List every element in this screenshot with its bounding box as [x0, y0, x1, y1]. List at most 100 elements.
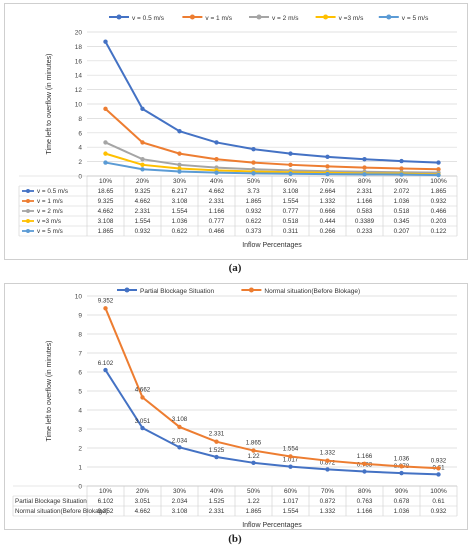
data-point-3-1 [140, 162, 145, 168]
table-cell-1-1: 4.662 [135, 198, 151, 205]
table-cell-0-9: 0.61 [432, 498, 445, 505]
x-tick-label-1: 20% [136, 488, 149, 495]
data-label-1-6: 1.332 [320, 450, 336, 457]
x-tick-label-6: 70% [321, 178, 334, 185]
series-line-1 [104, 108, 439, 171]
data-point-4-9 [436, 172, 441, 178]
data-point-1-1 [140, 395, 145, 400]
data-point-4-8 [399, 172, 404, 177]
table-series-name-3: v =3 m/s [37, 218, 61, 225]
legend-label-1: v = 1 m/s [205, 15, 232, 22]
table-cell-2-6: 0.666 [320, 208, 336, 215]
table-key-marker-0 [26, 189, 30, 193]
table-cell-2-5: 0.777 [283, 208, 299, 215]
table-cell-0-6: 2.664 [320, 188, 336, 195]
data-point-0-2 [177, 445, 182, 450]
table-cell-0-7: 0.763 [357, 498, 373, 505]
table-cell-0-5: 1.017 [283, 498, 299, 505]
chart-panel-b: Partial Blockage Situation Normal situati… [4, 283, 468, 530]
data-point-3-0 [103, 151, 108, 156]
table-key-marker-1 [26, 199, 30, 203]
y-tick-label-2: 4 [78, 145, 82, 152]
data-point-0-7 [362, 157, 367, 162]
table-cell-0-0: 18.65 [98, 188, 114, 195]
table-cell-0-6: 0.872 [320, 498, 336, 505]
y-tick-label-5: 10 [75, 102, 83, 109]
data-point-1-5 [288, 454, 293, 459]
data-point-0-8 [399, 470, 404, 476]
table-cell-1-6: 1.332 [320, 508, 336, 515]
table-cell-4-9: 0.122 [431, 228, 447, 235]
x-tick-label-6: 70% [321, 488, 334, 495]
x-tick-label-2: 30% [173, 178, 186, 185]
x-tick-label-1: 20% [136, 178, 149, 185]
table-cell-1-2: 3.108 [172, 508, 188, 515]
table-cell-1-7: 1.166 [357, 508, 373, 515]
y-tick-label-5: 5 [78, 389, 82, 396]
data-label-1-9: 0.932 [431, 457, 447, 464]
data-point-1-8 [399, 464, 404, 469]
table-cell-1-6: 1.332 [320, 198, 336, 205]
table-cell-2-9: 0.466 [431, 208, 447, 215]
data-label-1-4: 1.865 [246, 440, 262, 447]
table-cell-4-4: 0.373 [246, 228, 262, 235]
legend-label-4: v = 5 m/s [402, 15, 429, 22]
y-tick-label-10: 10 [75, 294, 83, 301]
table-series-name-2: v = 2 m/s [37, 208, 63, 215]
data-point-1-6 [325, 458, 330, 463]
data-label-0-0: 6.102 [98, 360, 114, 367]
x-axis-label: Inflow Percentages [242, 242, 302, 249]
table-cell-1-0: 9.325 [98, 198, 114, 205]
data-point-2-2 [177, 162, 182, 168]
legend-label-0: Partial Blockage Situation [140, 288, 214, 295]
data-point-1-0 [103, 306, 108, 311]
legend-marker-0 [124, 287, 130, 293]
legend-label-1: Normal situation(Before Blokage) [264, 288, 360, 295]
panel-label-b: (b) [228, 533, 242, 545]
data-point-1-0 [103, 106, 108, 112]
table-series-name-1: v = 1 m/s [37, 198, 63, 205]
data-point-4-1 [140, 167, 145, 172]
y-tick-label-8: 8 [78, 332, 82, 339]
data-point-1-3 [214, 439, 219, 444]
table-series-name-4: v = 5 m/s [37, 228, 63, 235]
data-point-0-5 [288, 464, 293, 469]
data-point-0-3 [214, 454, 219, 460]
y-tick-label-7: 7 [78, 351, 82, 358]
x-tick-label-2: 30% [173, 488, 186, 495]
data-point-0-3 [214, 140, 219, 145]
table-cell-1-9: 0.932 [431, 198, 447, 205]
table-cell-3-3: 0.777 [209, 218, 225, 225]
x-tick-label-7: 80% [358, 488, 371, 495]
data-point-4-6 [325, 171, 330, 177]
y-axis-label: Time left to overflow (in minutes) [46, 341, 53, 442]
table-cell-2-1: 2.331 [135, 208, 151, 215]
table-cell-3-8: 0.345 [394, 218, 410, 225]
table-cell-2-3: 1.166 [209, 208, 225, 215]
table-series-name-1: Normal situation(Before Blokage) [15, 508, 108, 515]
table-cell-0-2: 6.217 [172, 188, 188, 195]
table-cell-0-7: 2.331 [357, 188, 373, 195]
table-cell-2-8: 0.518 [394, 208, 410, 215]
y-tick-label-8: 16 [75, 58, 83, 65]
data-label-1-8: 1.036 [394, 455, 410, 462]
y-tick-label-6: 6 [78, 370, 82, 377]
y-tick-label-9: 18 [75, 44, 83, 51]
legend-marker-2 [256, 14, 262, 20]
table-cell-1-5: 1.554 [283, 508, 299, 515]
data-point-0-9 [436, 472, 441, 477]
x-tick-label-4: 50% [247, 178, 260, 185]
table-cell-3-5: 0.518 [283, 218, 299, 225]
table-cell-0-1: 9.325 [135, 188, 151, 195]
table-cell-4-8: 0.207 [394, 228, 410, 235]
table-key-marker-3 [26, 219, 30, 223]
table-cell-3-4: 0.622 [246, 218, 262, 225]
data-point-4-4 [251, 171, 256, 176]
table-cell-1-7: 1.166 [357, 198, 373, 205]
data-point-0-6 [325, 154, 330, 160]
table-cell-4-3: 0.466 [209, 228, 225, 235]
x-tick-label-8: 90% [395, 488, 408, 495]
table-cell-2-2: 1.554 [172, 208, 188, 215]
table-cell-0-9: 1.865 [431, 188, 447, 195]
legend-label-2: v = 2 m/s [272, 15, 299, 22]
